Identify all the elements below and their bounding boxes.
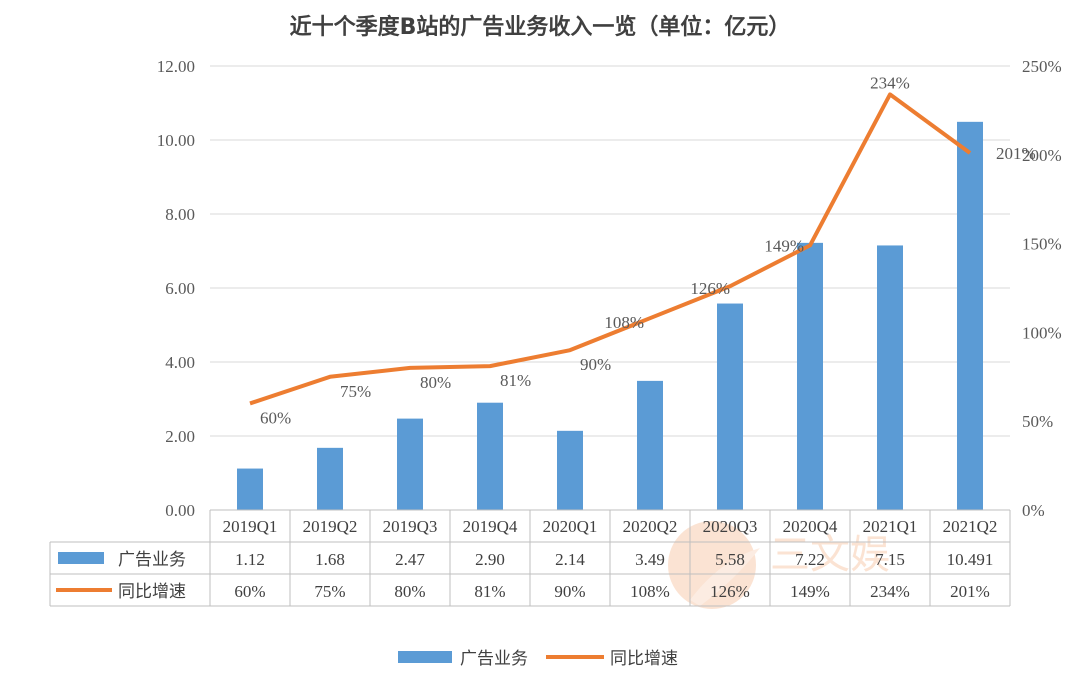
table-cell: 2.90 [475,550,505,569]
y-tick-label: 8.00 [165,205,195,224]
y-tick-label: 10.00 [157,131,195,150]
table-cell: 201% [950,582,990,601]
table-cell: 149% [790,582,830,601]
table-cell: 1.12 [235,550,265,569]
table-cell: 80% [394,582,425,601]
table-cell: 81% [474,582,505,601]
line-data-label: 149% [764,236,804,255]
table-cell: 1.68 [315,550,345,569]
table-cell: 3.49 [635,550,665,569]
table-cell: 7.22 [795,550,825,569]
y2-tick-label: 150% [1022,235,1062,254]
table-cell: 7.15 [875,550,905,569]
table-cell: 5.58 [715,550,745,569]
watermark-swoosh [690,548,760,606]
x-tick-label: 2020Q2 [623,517,678,536]
x-tick-label: 2020Q1 [543,517,598,536]
bar [797,242,823,511]
line-data-label: 75% [340,382,371,401]
line-data-label: 234% [870,73,910,92]
table-cell: 108% [630,582,670,601]
y-axis-right: 0% 50% 100% 150% 200% 250% [1022,57,1062,520]
table-cell: 10.491 [947,550,994,569]
line-data-label: 81% [500,371,531,390]
y2-tick-label: 250% [1022,57,1062,76]
y-tick-label: 12.00 [157,57,195,76]
table-bar-key [58,552,104,564]
y-tick-label: 2.00 [165,427,195,446]
bar [477,402,503,510]
data-table: 2019Q1 2019Q2 2019Q3 2019Q4 2020Q1 2020Q2 2020… [49,509,1011,607]
table-cell: 60% [234,582,265,601]
line-data-label: 60% [260,408,291,427]
x-tick-label: 2019Q1 [223,517,278,536]
x-tick-label: 2021Q2 [943,517,998,536]
bar [717,303,743,510]
bar [317,447,343,510]
bar [557,430,583,510]
legend-label: 同比增速 [610,649,678,669]
gridlines [210,65,1010,437]
legend-label: 广告业务 [460,649,528,669]
line-data-label: 108% [604,313,644,332]
watermark-logo: 三文娱 [668,521,890,609]
x-tick-label: 2019Q3 [383,517,438,536]
y2-tick-label: 100% [1022,323,1062,342]
bar [237,468,263,510]
y-tick-label: 0.00 [165,501,195,520]
table-row-label: 广告业务 [118,550,186,570]
line-series: 60% 75% 80% 81% 90% 108% 126% 149% 234% 201% [249,73,1036,427]
line-data-label: 90% [580,355,611,374]
table-cell: 234% [870,582,910,601]
y-tick-label: 6.00 [165,279,195,298]
line-data-label: 80% [420,373,451,392]
bar-series [237,121,983,511]
y2-tick-label: 200% [1022,146,1062,165]
y2-tick-label: 50% [1022,412,1053,431]
chart-title: 近十个季度B站的广告业务收入一览（单位：亿元） [290,14,791,40]
legend-bar-key [398,651,452,663]
table-cell: 90% [554,582,585,601]
y2-tick-label: 0% [1022,501,1045,520]
bar [637,380,663,510]
table-row-label: 同比增速 [118,582,186,602]
y-tick-label: 4.00 [165,353,195,372]
growth-line [249,92,972,406]
watermark-text: 三文娱 [770,532,890,578]
x-tick-label: 2019Q2 [303,517,358,536]
line-data-label: 201% [996,144,1036,163]
table-cell: 75% [314,582,345,601]
legend: 广告业务 同比增速 [398,649,678,669]
table-cell: 126% [710,582,750,601]
x-tick-label: 2019Q4 [463,517,518,536]
y-axis-left: 0.00 2.00 4.00 6.00 8.00 10.00 12.00 [157,57,195,520]
bar [957,121,983,510]
bar [397,418,423,510]
line-data-label: 126% [690,279,730,298]
x-tick-label: 2020Q4 [783,517,838,536]
x-tick-label: 2021Q1 [863,517,918,536]
table-cell: 2.14 [555,550,585,569]
bar [877,245,903,510]
table-cell: 2.47 [395,550,425,569]
x-tick-label: 2020Q3 [703,517,758,536]
